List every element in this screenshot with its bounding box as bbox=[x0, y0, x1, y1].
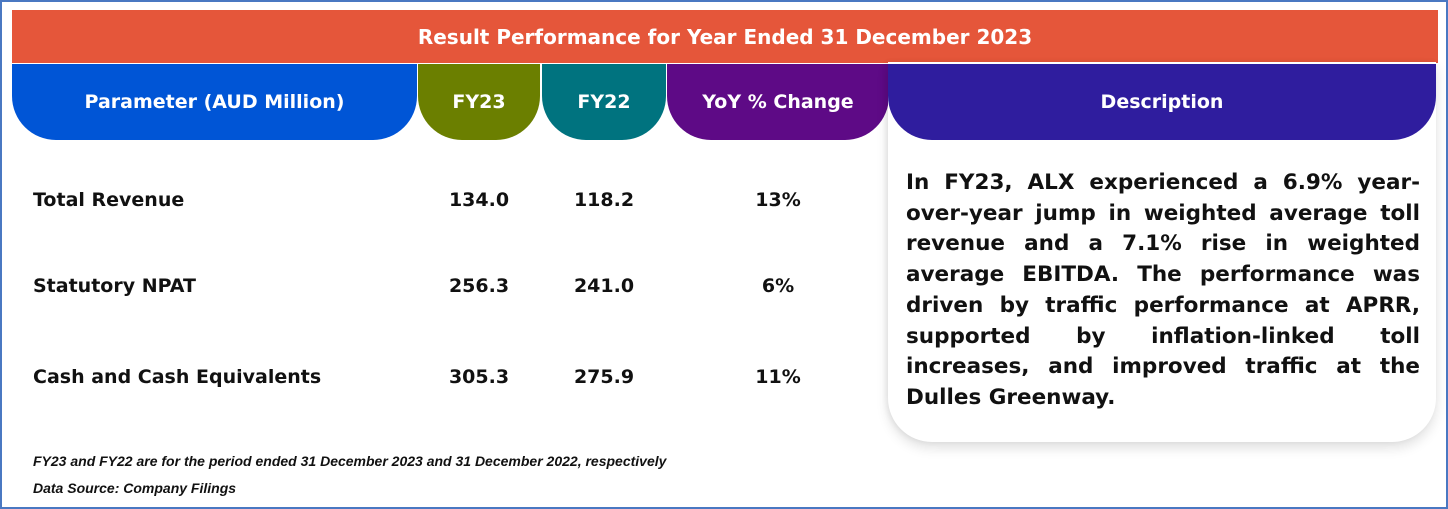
row-label: Cash and Cash Equivalents bbox=[33, 366, 322, 388]
table-row: Statutory NPAT 256.3 241.0 6% bbox=[2, 275, 882, 305]
row-fy22-value: 118.2 bbox=[573, 189, 635, 211]
data-source-footnote: Data Source: Company Filings bbox=[33, 480, 237, 496]
row-label: Total Revenue bbox=[33, 189, 185, 211]
row-yoy-value: 6% bbox=[761, 275, 795, 297]
row-fy23-value: 305.3 bbox=[448, 366, 510, 388]
description-card: Description In FY23, ALX experienced a 6… bbox=[888, 62, 1436, 442]
row-yoy-value: 11% bbox=[755, 366, 801, 388]
header-description: Description bbox=[888, 64, 1436, 140]
row-fy23-value: 256.3 bbox=[448, 275, 510, 297]
title-banner: Result Performance for Year Ended 31 Dec… bbox=[12, 10, 1438, 63]
table-row: Total Revenue 134.0 118.2 13% bbox=[2, 189, 882, 219]
header-fy23: FY23 bbox=[418, 64, 540, 140]
row-fy23-value: 134.0 bbox=[448, 189, 510, 211]
row-fy22-value: 241.0 bbox=[573, 275, 635, 297]
row-fy22-value: 275.9 bbox=[573, 366, 635, 388]
header-fy22: FY22 bbox=[542, 64, 666, 140]
row-label: Statutory NPAT bbox=[33, 275, 196, 297]
header-parameter: Parameter (AUD Million) bbox=[12, 64, 417, 140]
row-yoy-value: 13% bbox=[755, 189, 801, 211]
period-footnote: FY23 and FY22 are for the period ended 3… bbox=[33, 453, 667, 469]
header-yoy-change: YoY % Change bbox=[667, 64, 889, 140]
description-text: In FY23, ALX experienced a 6.9% year-ove… bbox=[906, 170, 1420, 410]
table-row: Cash and Cash Equivalents 305.3 275.9 11… bbox=[2, 366, 882, 396]
